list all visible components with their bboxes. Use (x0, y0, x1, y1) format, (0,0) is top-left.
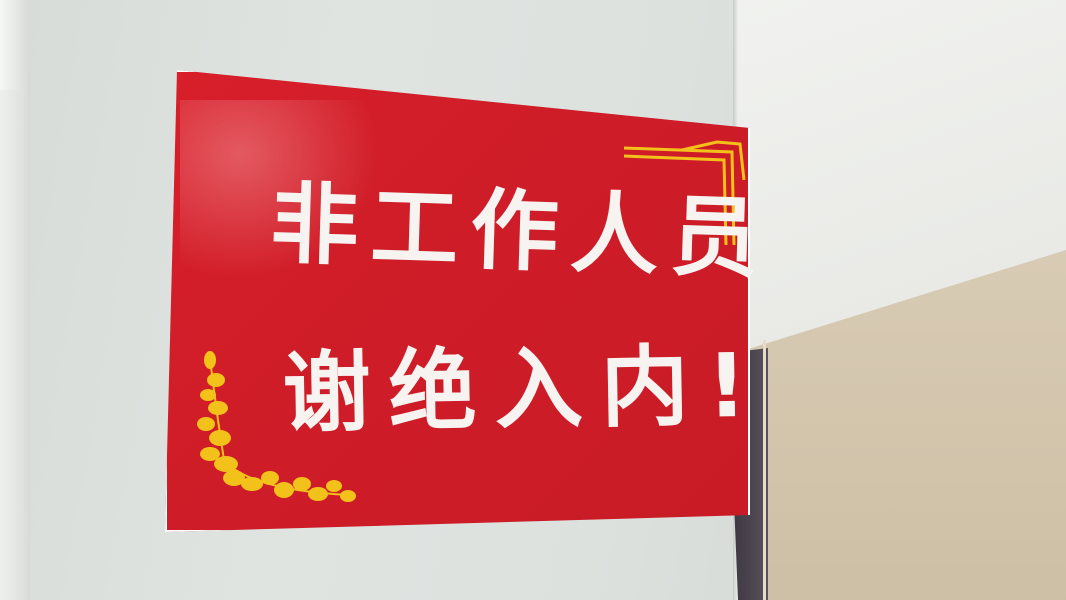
sign-text-line-1: 非工作人员 (269, 172, 773, 291)
red-warning-sign (165, 70, 750, 532)
gold-leaf-vine-ornament-icon (197, 351, 356, 502)
gold-corner-line-ornament-icon (623, 140, 746, 246)
sign-text-line-2: 谢绝入内! (281, 333, 766, 445)
door-edge-highlight (763, 340, 766, 600)
left-wall-shadow (0, 90, 22, 600)
